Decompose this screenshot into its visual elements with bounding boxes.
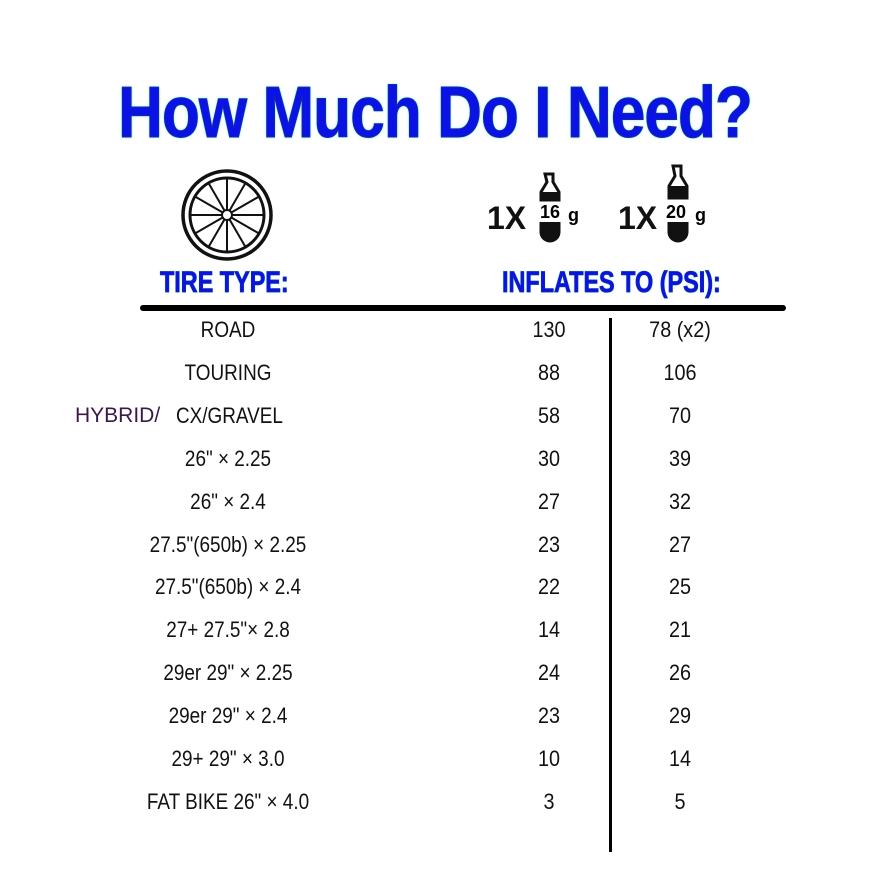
bicycle-wheel-icon [181, 169, 273, 261]
spoke [194, 216, 224, 235]
psi-20g: 39 [668, 445, 692, 471]
tire-type: TOURING [184, 359, 272, 385]
psi-16g: 23 [537, 703, 561, 729]
table-row: 26" × 2.25 30 39 [0, 446, 896, 476]
psi-16g: 22 [537, 574, 561, 600]
psi-16g: 27 [537, 488, 561, 514]
psi-16g: 24 [537, 660, 561, 686]
psi-16g: 10 [537, 746, 561, 771]
psi-20g: 14 [668, 746, 692, 771]
tire-type: 27.5"(650b) × 2.4 [154, 574, 302, 600]
page-title: How Much Do I Need? [118, 73, 754, 154]
spoke [207, 182, 226, 212]
tire-type: CX/GRAVEL [176, 402, 283, 428]
table-row: 29er 29" × 2.4 23 29 [0, 703, 896, 733]
psi-16g: 58 [537, 402, 561, 428]
table-row: FAT BIKE 26" × 4.0 3 5 [0, 789, 896, 819]
spoke [230, 216, 260, 235]
co2-cartridge-icon [539, 172, 561, 243]
psi-16g: 14 [537, 617, 561, 643]
psi-20g: 78 (x2) [649, 317, 711, 342]
qty-label: 1X [618, 200, 658, 236]
psi-16g: 130 [532, 317, 566, 342]
size-label: 16 [540, 202, 561, 222]
spoke [228, 182, 247, 212]
qty-label: 1X [487, 200, 527, 236]
psi-16g: 23 [537, 531, 561, 557]
table-row: 27+ 27.5"× 2.8 14 21 [0, 617, 896, 647]
unit-label: g [568, 205, 579, 225]
inflates-to-header: INFLATES TO (PSI): [502, 266, 721, 300]
psi-16g: 88 [537, 359, 561, 385]
psi-20g: 21 [668, 617, 692, 643]
unit-label: g [695, 205, 706, 225]
table-row: 29er 29" × 2.25 24 26 [0, 660, 896, 690]
spoke [207, 218, 226, 248]
tire-type: 26" × 2.25 [184, 445, 272, 471]
table-row: ROAD 130 78 (x2) [0, 317, 896, 347]
spoke [228, 218, 247, 248]
psi-20g: 5 [674, 788, 686, 814]
table-row: 26" × 2.4 27 32 [0, 489, 896, 519]
tire-type: 27.5"(650b) × 2.25 [149, 531, 307, 557]
psi-16g: 30 [537, 445, 561, 471]
psi-20g: 25 [668, 574, 692, 600]
tire-type: FAT BIKE 26" × 4.0 [146, 788, 310, 814]
table-row: 27.5"(650b) × 2.25 23 27 [0, 532, 896, 562]
spoke [230, 195, 260, 214]
tire-type-header: TIRE TYPE: [160, 266, 289, 300]
table-row: 29+ 29" × 3.0 10 14 [0, 746, 896, 776]
tire-prefix: HYBRID/ [75, 403, 161, 427]
psi-20g: 27 [668, 531, 692, 557]
tire-type: 29er 29" × 2.4 [168, 703, 288, 729]
psi-20g: 29 [668, 703, 692, 729]
psi-20g: 70 [668, 402, 692, 428]
co2-cartridge-icon [667, 164, 689, 243]
table-row: TOURING 88 106 [0, 360, 896, 390]
spoke [194, 195, 224, 214]
psi-20g: 32 [668, 488, 692, 514]
column-divider [609, 318, 612, 852]
psi-20g: 26 [668, 660, 692, 686]
tire-type: 29er 29" × 2.25 [163, 660, 293, 686]
size-label: 20 [666, 202, 687, 222]
tire-type: 29+ 29" × 3.0 [171, 746, 285, 771]
tire-type: ROAD [200, 317, 256, 342]
tire-type: 26" × 2.4 [190, 488, 266, 514]
table-row: HYBRID/CX/GRAVEL 58 70 [0, 403, 896, 433]
psi-20g: 106 [663, 359, 697, 385]
table-row: 27.5"(650b) × 2.4 22 25 [0, 574, 896, 604]
tire-type: 27+ 27.5"× 2.8 [166, 617, 290, 643]
header-divider [140, 305, 786, 311]
psi-16g: 3 [543, 788, 555, 814]
